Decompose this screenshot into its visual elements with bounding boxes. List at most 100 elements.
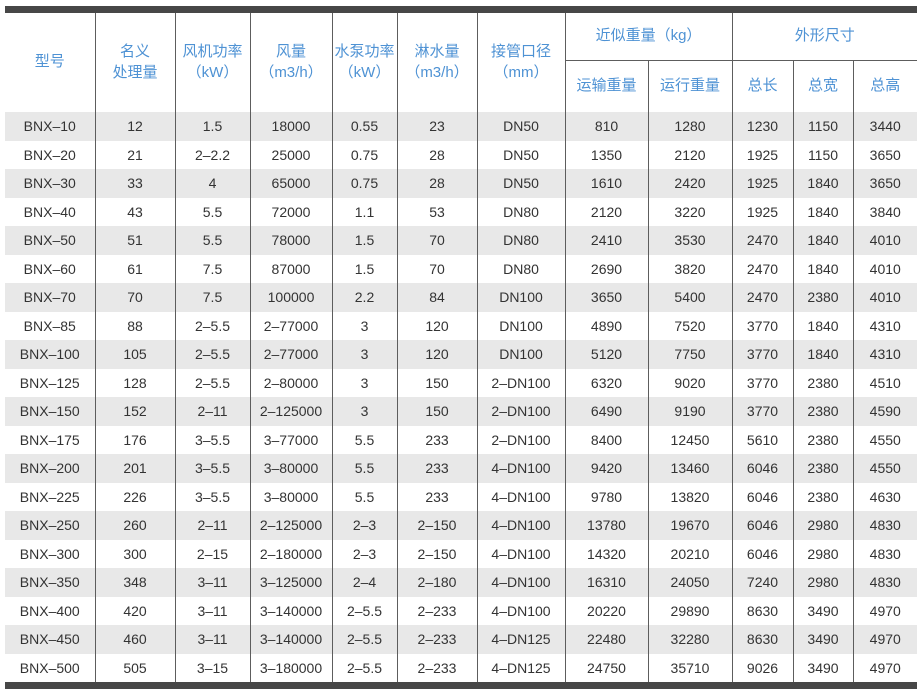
data-cell: 2–150 [396,511,477,540]
data-cell: 7.5 [174,283,250,312]
data-cell: 23 [396,112,477,141]
data-cell: 53 [396,197,477,226]
data-cell: 2–150 [396,539,477,568]
model-cell: BNX–150 [19,403,80,420]
data-cell: 4550 [852,454,918,483]
table-row: BNX–50 51 5.5 78000 1.5 70 DN80 2410 3530 2470 184… [5,226,918,255]
data-cell: 1.5 [331,254,397,283]
data-cell: 2–125000 [249,511,332,540]
data-cell: 84 [396,283,477,312]
table-row: BNX–150 152 2–11 2–125000 3 150 2–DN100 6490 919… [5,397,918,426]
data-cell: 4010 [852,283,918,312]
header-pump-power: 水泵功率 （kW） [331,13,397,112]
data-cell: 1925 [731,197,793,226]
data-cell: 176 [94,425,175,454]
data-cell: 2980 [792,511,853,540]
data-cell: 4590 [852,397,918,426]
data-cell: 2–77000 [249,340,332,369]
table-row: BNX–450 460 3–11 3–140000 2–5.5 2–233 4–DN125 2… [5,625,918,654]
data-cell: 88 [94,311,175,340]
data-cell: 5.5 [331,425,397,454]
table-row: BNX–500 505 3–15 3–180000 2–5.5 2–233 4–DN125 2… [5,653,918,682]
data-cell: 2380 [792,368,853,397]
data-cell: 5.5 [331,482,397,511]
data-cell: 2–180 [396,568,477,597]
data-cell: 3–5.5 [174,454,250,483]
model-cell: BNX–200 [19,460,80,477]
data-cell: 3 [331,340,397,369]
data-cell: 20220 [564,596,648,625]
data-cell: 4–DN100 [476,511,565,540]
data-cell: 9026 [731,653,793,682]
data-cell: 3770 [731,340,793,369]
table-row: BNX–250 260 2–11 2–125000 2–3 2–150 4–DN100 137… [5,511,918,540]
model-cell: BNX–400 [19,602,80,619]
data-cell: 2–233 [396,596,477,625]
data-cell: 28 [396,169,477,198]
data-cell: 28 [396,140,477,169]
data-cell: 0.55 [331,112,397,141]
model-cell: BNX–225 [19,488,80,505]
model-cell: BNX–30 [23,175,76,192]
data-cell: 16310 [564,568,648,597]
data-cell: 2380 [792,425,853,454]
data-cell: 505 [94,653,175,682]
data-cell: 24050 [647,568,732,597]
data-cell: 3 [331,311,397,340]
data-cell: 2–2.2 [174,140,250,169]
data-cell: 1150 [792,112,853,141]
data-cell: 2–180000 [249,539,332,568]
spec-table: 型号 名义 处理量 风机功率 （kW） 风量 （m3/h） 水泵功率 （kW） 淋水量 （… [5,13,918,682]
data-cell: DN100 [476,311,565,340]
data-cell: 4310 [852,311,918,340]
data-cell: 61 [94,254,175,283]
data-cell: 3770 [731,397,793,426]
data-cell: 4970 [852,596,918,625]
data-cell: 2–4 [331,568,397,597]
data-cell: 152 [94,397,175,426]
data-cell: DN80 [476,197,565,226]
data-cell: 70 [94,283,175,312]
data-cell: 2–5.5 [174,368,250,397]
data-cell: 2420 [647,169,732,198]
data-cell: 1925 [731,140,793,169]
table-row: BNX–175 176 3–5.5 3–77000 5.5 233 2–DN100 8400 1… [5,425,918,454]
data-cell: 3 [331,368,397,397]
data-cell: 1840 [792,226,853,255]
data-cell: 4–DN100 [476,539,565,568]
data-cell: 420 [94,596,175,625]
data-cell: 35710 [647,653,732,682]
header-transport-weight: 运输重量 [564,60,648,112]
data-cell: 2–11 [174,511,250,540]
data-cell: 4–DN125 [476,653,565,682]
data-cell: 3440 [852,112,918,141]
data-cell: 1925 [731,169,793,198]
header-fan-power: 风机功率 （kW） [174,13,250,112]
data-cell: 6320 [564,368,648,397]
table-row: BNX–30 33 4 65000 0.75 28 DN50 1610 2420 1925 1840… [5,169,918,198]
data-cell: 43 [94,197,175,226]
data-cell: 3–5.5 [174,482,250,511]
data-cell: 4–DN100 [476,596,565,625]
data-cell: 8400 [564,425,648,454]
data-cell: 3490 [792,596,853,625]
data-cell: 460 [94,625,175,654]
data-cell: 3–180000 [249,653,332,682]
data-cell: 2–3 [331,511,397,540]
model-cell: BNX–450 [19,631,80,648]
model-cell: BNX–175 [19,431,80,448]
table-row: BNX–10 12 1.5 18000 0.55 23 DN50 810 1280 1230 115… [5,112,918,141]
data-cell: 3–11 [174,625,250,654]
table-row: BNX–20 21 2–2.2 25000 0.75 28 DN50 1350 2120 1925… [5,140,918,169]
data-cell: 3–15 [174,653,250,682]
data-cell: 0.75 [331,140,397,169]
data-cell: 1610 [564,169,648,198]
data-cell: 9420 [564,454,648,483]
data-cell: 4–DN100 [476,482,565,511]
header-total-height: 总高 [852,60,918,112]
table-row: BNX–40 43 5.5 72000 1.1 53 DN80 2120 3220 1925 184… [5,197,918,226]
table-row: BNX–225 226 3–5.5 3–80000 5.5 233 4–DN100 9780 1… [5,482,918,511]
header-model: 型号 [5,13,95,112]
data-cell: 20210 [647,539,732,568]
